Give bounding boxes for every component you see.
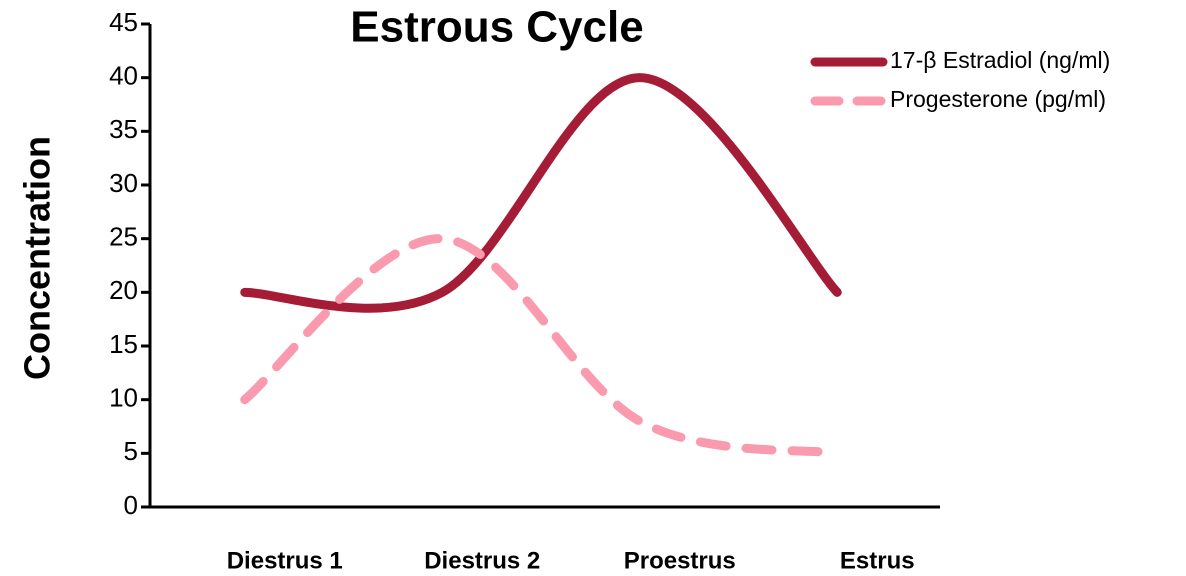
y-axis-label: Concentration bbox=[17, 136, 58, 380]
x-tick-label: Estrus bbox=[840, 547, 915, 574]
legend-label: Progesterone (pg/ml) bbox=[890, 86, 1106, 112]
y-tick-label: 20 bbox=[109, 275, 138, 305]
y-tick-label: 10 bbox=[109, 383, 138, 413]
y-tick-label: 25 bbox=[109, 222, 138, 252]
x-tick-label: Diestrus 2 bbox=[424, 547, 540, 574]
y-tick-label: 5 bbox=[124, 436, 138, 466]
legend-label: 17-β Estradiol (ng/ml) bbox=[890, 47, 1110, 73]
chart-title: Estrous Cycle bbox=[350, 3, 643, 52]
y-tick-label: 30 bbox=[109, 168, 138, 198]
y-tick-label: 0 bbox=[124, 490, 138, 520]
x-tick-label: Proestrus bbox=[624, 547, 736, 574]
series-line bbox=[240, 73, 842, 313]
series-line bbox=[240, 234, 842, 458]
x-tick-label: Diestrus 1 bbox=[227, 547, 343, 574]
y-tick-label: 35 bbox=[109, 114, 138, 144]
y-tick-label: 40 bbox=[109, 61, 138, 91]
y-tick-label: 45 bbox=[109, 7, 138, 37]
y-tick-label: 15 bbox=[109, 329, 138, 359]
